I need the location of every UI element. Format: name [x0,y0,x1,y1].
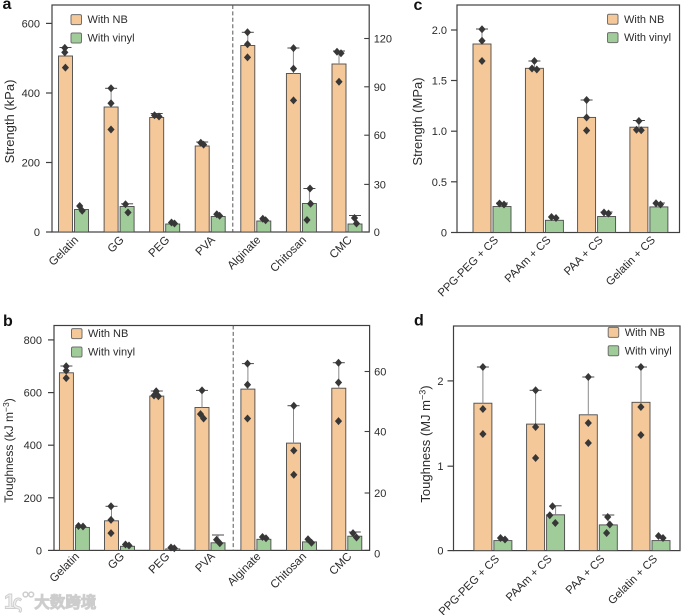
svg-text:1.5: 1.5 [432,76,447,88]
svg-text:600: 600 [22,18,40,30]
svg-text:c: c [414,0,423,14]
svg-text:90: 90 [374,82,386,94]
svg-text:0: 0 [374,548,380,560]
svg-text:d: d [414,313,424,330]
svg-text:With vinyl: With vinyl [624,32,671,44]
svg-text:2: 2 [437,376,443,388]
svg-text:0.5: 0.5 [432,177,447,189]
svg-text:400: 400 [24,440,42,452]
svg-text:a: a [3,0,12,13]
svg-text:0: 0 [34,227,40,239]
svg-text:800: 800 [24,335,42,347]
svg-text:0: 0 [437,546,443,558]
svg-text:0: 0 [441,228,447,240]
svg-text:ς: ς [13,593,23,614]
svg-text:600: 600 [24,388,42,400]
svg-text:Toughness (MJ m−3): Toughness (MJ m−3) [418,385,433,502]
svg-text:0: 0 [36,545,42,557]
svg-text:1: 1 [4,591,16,614]
svg-text:200: 200 [22,158,40,170]
svg-text:With vinyl: With vinyl [88,347,135,359]
svg-text:200: 200 [24,493,42,505]
svg-text:40: 40 [374,427,386,439]
svg-text:With vinyl: With vinyl [88,33,135,45]
svg-text:Strength (MPa): Strength (MPa) [410,77,425,165]
svg-text:b: b [3,313,13,330]
svg-text:0: 0 [374,227,380,239]
svg-text:60: 60 [374,130,386,142]
svg-text:With NB: With NB [624,14,664,26]
svg-text:1.0: 1.0 [432,126,447,138]
svg-text:400: 400 [22,88,40,100]
svg-text:Toughness (kJ m−3): Toughness (kJ m−3) [1,398,16,502]
svg-text:20: 20 [374,488,386,500]
svg-text:With NB: With NB [625,327,665,339]
svg-text:大数跨境: 大数跨境 [35,594,97,612]
svg-text:With vinyl: With vinyl [625,345,672,357]
svg-text:1: 1 [437,461,443,473]
svg-text:30: 30 [374,179,386,191]
svg-text:2.0: 2.0 [432,25,447,37]
svg-text:120: 120 [374,34,392,46]
svg-text:Strength (kPa): Strength (kPa) [2,80,17,164]
svg-text:With NB: With NB [88,14,128,26]
svg-text:60: 60 [374,367,386,379]
svg-text:With NB: With NB [88,328,128,340]
